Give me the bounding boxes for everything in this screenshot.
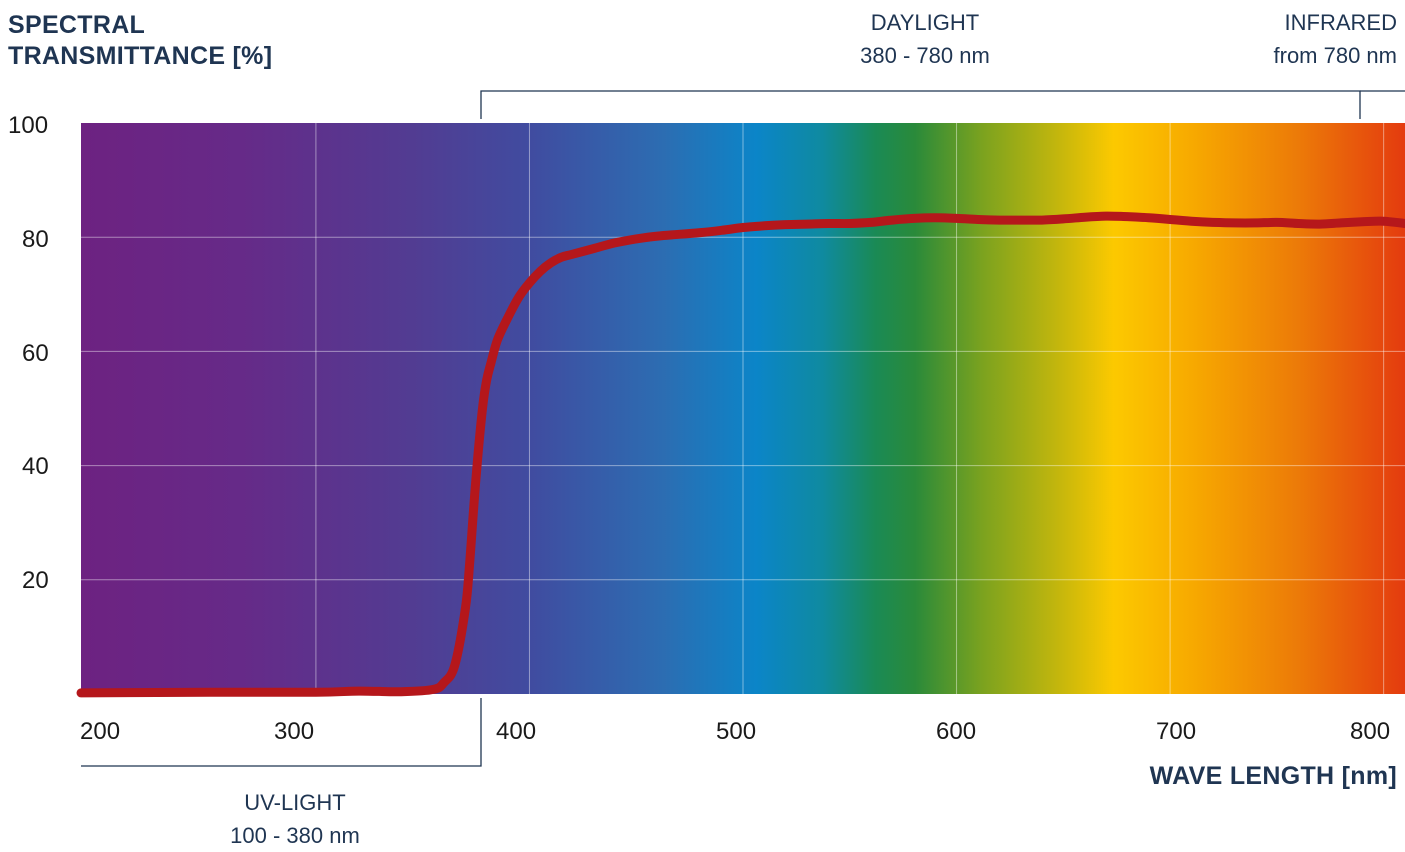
- uv-band-name: UV-LIGHT: [244, 790, 346, 815]
- infrared-band-name: INFRARED: [1284, 10, 1397, 35]
- infrared-band-range: from 780 nm: [1273, 43, 1398, 68]
- y-tick-label-60: 60: [22, 340, 49, 367]
- uv-bracket: [81, 698, 482, 767]
- y-axis-label-line-1: SPECTRAL: [8, 11, 146, 39]
- y-axis-label-line-2: TRANSMITTANCE [%]: [8, 42, 273, 70]
- y-tick-label-40: 40: [22, 453, 49, 480]
- x-tick-label-200: 200: [80, 718, 121, 745]
- daylight-band-label: DAYLIGHT 380 - 780 nm: [780, 6, 1070, 72]
- x-tick-label-500: 500: [716, 718, 757, 745]
- x-tick-label-600: 600: [936, 718, 977, 745]
- x-tick-label-700: 700: [1156, 718, 1197, 745]
- daylight-band-range: 380 - 780 nm: [860, 43, 990, 68]
- y-axis-label: SPECTRAL TRANSMITTANCE [%]: [8, 10, 272, 72]
- x-tick-label-400: 400: [496, 718, 537, 745]
- y-tick-label-100: 100: [8, 112, 49, 139]
- daylight-band-name: DAYLIGHT: [870, 10, 980, 35]
- uv-band-range: 100 - 380 nm: [230, 823, 360, 848]
- daylight-bracket: [480, 90, 1361, 119]
- x-tick-label-800: 800: [1350, 718, 1391, 745]
- uv-band-label: UV-LIGHT 100 - 380 nm: [150, 786, 440, 852]
- x-tick-label-300: 300: [274, 718, 315, 745]
- y-tick-label-80: 80: [22, 226, 49, 253]
- transmittance-curve: [76, 211, 1405, 698]
- x-axis-label: WAVE LENGTH [nm]: [1149, 762, 1397, 790]
- y-tick-label-20: 20: [22, 567, 49, 594]
- infrared-band-label: INFRARED from 780 nm: [1274, 6, 1398, 72]
